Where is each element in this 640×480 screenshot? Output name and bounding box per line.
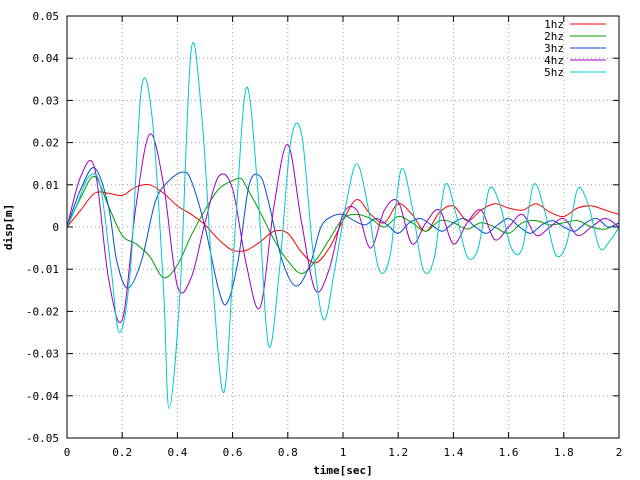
y-tick-label: 0.02 [33, 137, 60, 150]
x-tick-label: 2 [616, 446, 623, 459]
y-tick-label: -0.04 [26, 390, 59, 403]
legend-label-2hz: 2hz [544, 30, 564, 43]
y-tick-label: 0.04 [33, 52, 60, 65]
x-tick-label: 0.4 [167, 446, 187, 459]
x-tick-label: 1 [340, 446, 347, 459]
y-tick-label: -0.02 [26, 305, 59, 318]
x-tick-label: 1.6 [499, 446, 519, 459]
y-axis-label: disp[m] [2, 204, 15, 250]
plot-frame [66, 15, 620, 439]
x-tick-label: 0.6 [223, 446, 243, 459]
y-tick-label: 0.01 [33, 179, 60, 192]
x-tick-label: 0.2 [112, 446, 132, 459]
y-tick-label: 0.05 [33, 10, 60, 23]
series-line-3hz [66, 167, 620, 306]
data-series [66, 42, 620, 409]
series-line-4hz [66, 133, 620, 323]
y-tick-label: -0.03 [26, 348, 59, 361]
grid [67, 16, 619, 438]
legend-label-4hz: 4hz [544, 54, 564, 67]
x-tick-label: 0.8 [278, 446, 298, 459]
y-tick-label: 0.03 [33, 94, 60, 107]
y-tick-label: -0.01 [26, 263, 59, 276]
x-axis-label: time[sec] [313, 464, 373, 477]
legend-label-1hz: 1hz [544, 18, 564, 31]
x-tick-label: 0 [64, 446, 71, 459]
x-axis-ticks: 0 0.2 0.4 0.6 0.8 1 1.2 1.4 1.6 1.8 2 [64, 16, 623, 459]
series-line-5hz [66, 42, 620, 409]
y-tick-label: 0 [52, 221, 59, 234]
legend-label-5hz: 5hz [544, 66, 564, 79]
x-tick-label: 1.2 [388, 446, 408, 459]
y-tick-label: -0.05 [26, 432, 59, 445]
y-axis-ticks: -0.05 -0.04 -0.03 -0.02 -0.01 0 0.01 0.02 0.03 0.… [26, 10, 619, 445]
x-tick-label: 1.8 [554, 446, 574, 459]
x-tick-label: 1.4 [443, 446, 463, 459]
legend-label-3hz: 3hz [544, 42, 564, 55]
